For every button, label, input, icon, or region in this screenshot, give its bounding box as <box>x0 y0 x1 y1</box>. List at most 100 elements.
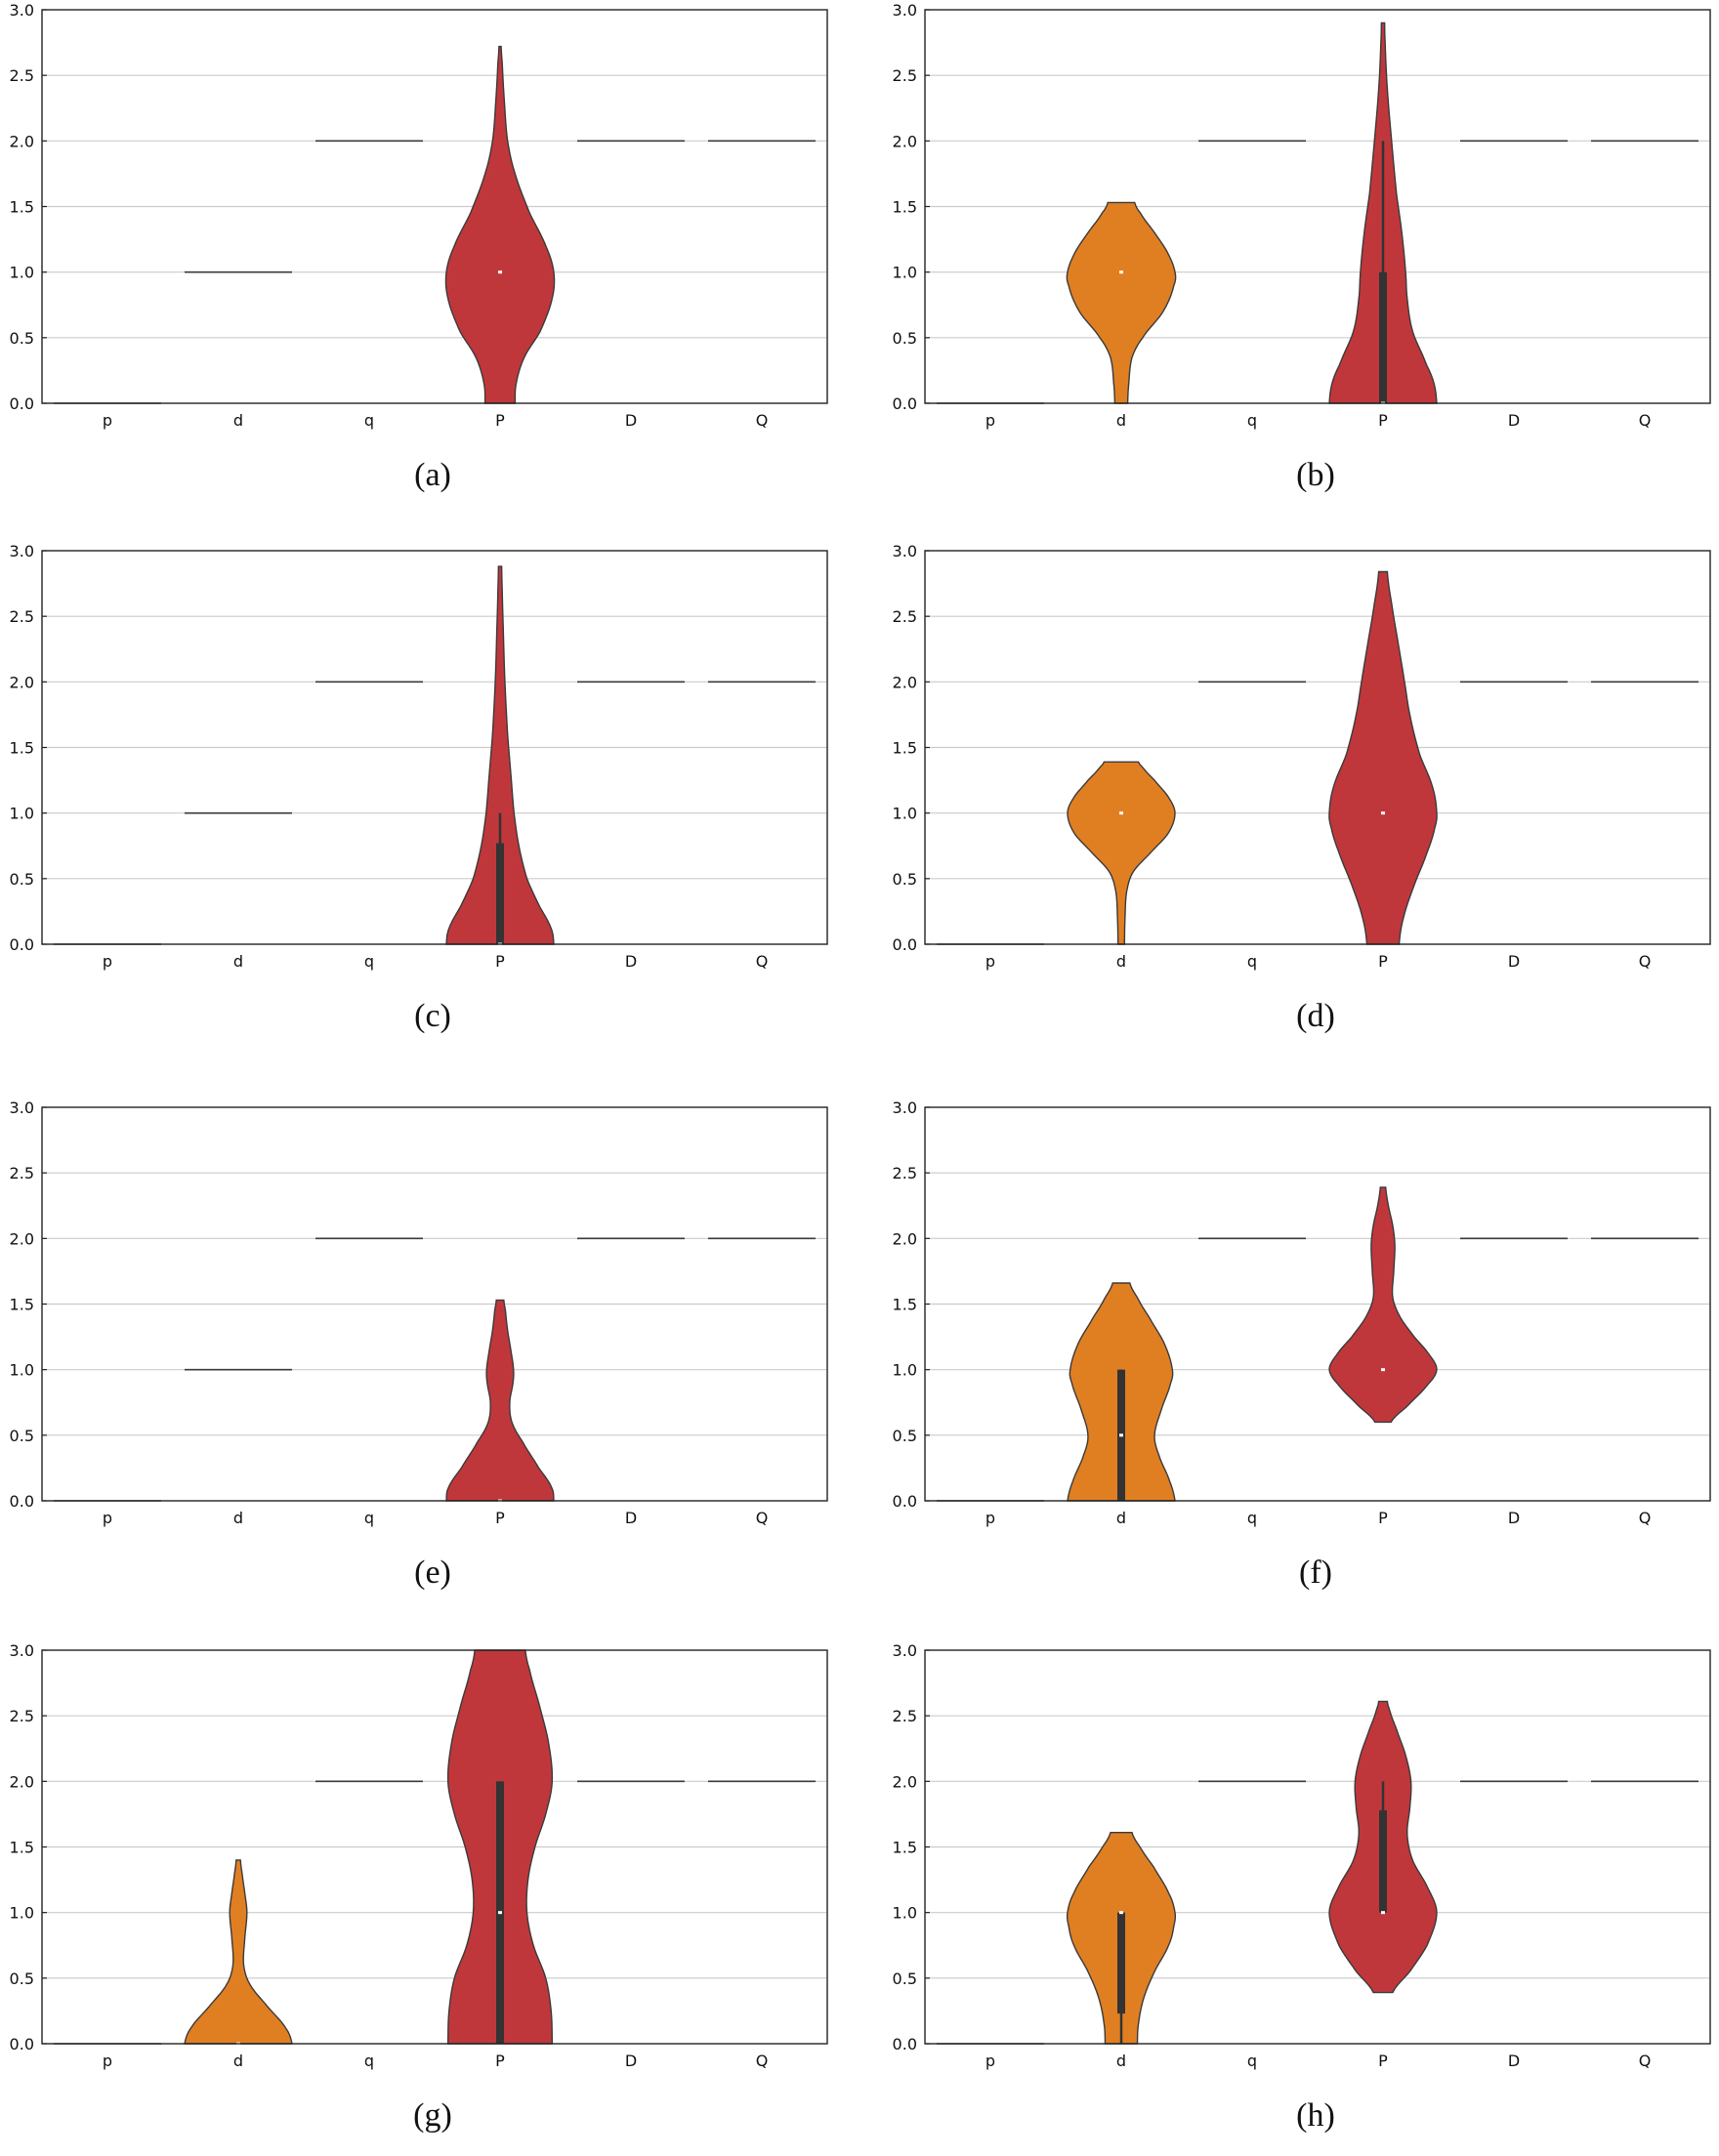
chart-panel-d: 0.0 0.5 1.0 1.5 2.0 2.5 3.0 p d q P D Q (d) <box>893 542 1711 1034</box>
violin-body <box>444 45 556 404</box>
x-tick-label-p: p <box>103 411 112 430</box>
y-tick-label: 2.5 <box>10 607 34 626</box>
violin-body <box>1328 570 1438 945</box>
x-tick-label-q: q <box>364 411 374 430</box>
violin-P <box>1328 1186 1438 1424</box>
y-tick-label: 1.5 <box>10 198 34 217</box>
x-tick-label-q: q <box>364 2052 374 2070</box>
x-tick-label-q: q <box>1247 1509 1257 1527</box>
violin-d <box>184 1859 293 2046</box>
y-tick-label: 0.5 <box>893 1427 917 1445</box>
x-tick-label-Q: Q <box>756 1509 769 1527</box>
chart-panel-h: 0.0 0.5 1.0 1.5 2.0 2.5 3.0 p d q P D Q (h) <box>893 1641 1711 2134</box>
x-tick-label-D: D <box>625 952 637 971</box>
y-tick-label: 1.0 <box>10 264 34 282</box>
y-tick-label: 1.5 <box>10 739 34 758</box>
x-tick-label-q: q <box>1247 952 1257 971</box>
panel-caption: (f) <box>1299 1555 1332 1591</box>
y-tick-label: 0.0 <box>10 1492 34 1511</box>
y-tick-label: 1.5 <box>893 1296 917 1314</box>
y-tick-label: 2.5 <box>10 1707 34 1725</box>
x-tick-label-d: d <box>1116 952 1126 971</box>
x-tick-label-d: d <box>1116 411 1126 430</box>
x-tick-label-D: D <box>625 411 637 430</box>
x-tick-label-D: D <box>1508 411 1520 430</box>
y-tick-label: 0.0 <box>10 2035 34 2053</box>
x-tick-label-d: d <box>233 411 243 430</box>
y-tick-label: 0.5 <box>10 1969 34 1988</box>
y-tick-label: 2.5 <box>893 607 917 626</box>
x-tick-label-P: P <box>495 411 505 430</box>
y-tick-label: 0.5 <box>893 1969 917 1988</box>
violin-median-marker <box>1381 811 1385 815</box>
y-tick-label: 1.0 <box>893 805 917 823</box>
x-tick-label-Q: Q <box>1639 2052 1652 2070</box>
violin-body <box>445 1299 555 1502</box>
violin-median-marker <box>1119 811 1123 815</box>
x-tick-label-Q: Q <box>756 2052 769 2070</box>
violin-P <box>1328 570 1438 945</box>
x-tick-label-Q: Q <box>1639 952 1652 971</box>
x-tick-label-Q: Q <box>756 952 769 971</box>
panel-caption: (d) <box>1296 998 1335 1034</box>
y-tick-label: 3.0 <box>10 1641 34 1660</box>
x-tick-label-d: d <box>233 952 243 971</box>
y-tick-label: 3.0 <box>893 1099 917 1117</box>
violin-d <box>1067 1282 1176 1502</box>
violin-median-marker <box>498 270 502 274</box>
y-tick-label: 2.5 <box>893 66 917 85</box>
x-tick-label-Q: Q <box>756 411 769 430</box>
violin-d <box>1066 201 1177 404</box>
x-tick-label-p: p <box>985 411 995 430</box>
x-tick-label-P: P <box>1378 1509 1388 1527</box>
violin-body <box>1328 1186 1438 1424</box>
violin-median-marker <box>1381 1911 1385 1915</box>
y-tick-label: 1.0 <box>893 1361 917 1380</box>
y-tick-label: 0.0 <box>893 2035 917 2053</box>
x-tick-label-p: p <box>103 1509 112 1527</box>
x-tick-label-q: q <box>364 952 374 971</box>
violin-body <box>1066 201 1177 404</box>
y-tick-label: 3.0 <box>10 1 34 20</box>
violin-d <box>1066 1832 1177 2045</box>
chart-panel-e: 0.0 0.5 1.0 1.5 2.0 2.5 3.0 p d q P D Q (e) <box>10 1099 828 1591</box>
y-tick-label: 0.0 <box>893 1492 917 1511</box>
x-tick-label-P: P <box>495 1509 505 1527</box>
violin-P <box>444 45 556 404</box>
violin-median-marker <box>498 1911 502 1915</box>
x-tick-label-q: q <box>364 1509 374 1527</box>
y-tick-label: 1.0 <box>10 1361 34 1380</box>
x-tick-label-d: d <box>233 2052 243 2070</box>
y-tick-label: 0.5 <box>893 329 917 348</box>
violin-body <box>1067 761 1176 945</box>
y-tick-label: 2.5 <box>10 1164 34 1182</box>
x-tick-label-P: P <box>1378 2052 1388 2070</box>
y-tick-label: 2.0 <box>10 1229 34 1248</box>
violin-median-marker <box>1381 1368 1385 1372</box>
y-tick-label: 1.5 <box>10 1839 34 1857</box>
y-tick-label: 2.0 <box>10 132 34 150</box>
chart-panel-b: 0.0 0.5 1.0 1.5 2.0 2.5 3.0 p d q P D Q (b) <box>893 1 1711 493</box>
chart-panel-f: 0.0 0.5 1.0 1.5 2.0 2.5 3.0 p d q P D Q (f) <box>893 1099 1711 1591</box>
y-tick-label: 0.5 <box>893 870 917 889</box>
y-tick-label: 1.0 <box>10 805 34 823</box>
y-tick-label: 0.5 <box>10 870 34 889</box>
chart-panel-c: 0.0 0.5 1.0 1.5 2.0 2.5 3.0 p d q P D Q (c) <box>10 542 828 1034</box>
y-tick-label: 2.0 <box>893 1772 917 1791</box>
x-tick-label-d: d <box>1116 1509 1126 1527</box>
y-tick-label: 1.5 <box>893 1839 917 1857</box>
violin-iqr-box <box>1379 1809 1387 1913</box>
y-tick-label: 1.5 <box>893 739 917 758</box>
violin-median-marker <box>1119 1433 1123 1437</box>
y-tick-label: 2.0 <box>893 673 917 691</box>
y-tick-label: 2.5 <box>10 66 34 85</box>
y-tick-label: 0.0 <box>893 935 917 954</box>
violin-P <box>445 565 555 946</box>
x-tick-label-p: p <box>985 2052 995 2070</box>
x-tick-label-Q: Q <box>1639 1509 1652 1527</box>
panel-caption: (c) <box>414 998 451 1034</box>
x-tick-label-Q: Q <box>1639 411 1652 430</box>
panel-caption: (g) <box>413 2097 452 2134</box>
x-tick-label-p: p <box>985 1509 995 1527</box>
violin-body <box>184 1859 293 2045</box>
